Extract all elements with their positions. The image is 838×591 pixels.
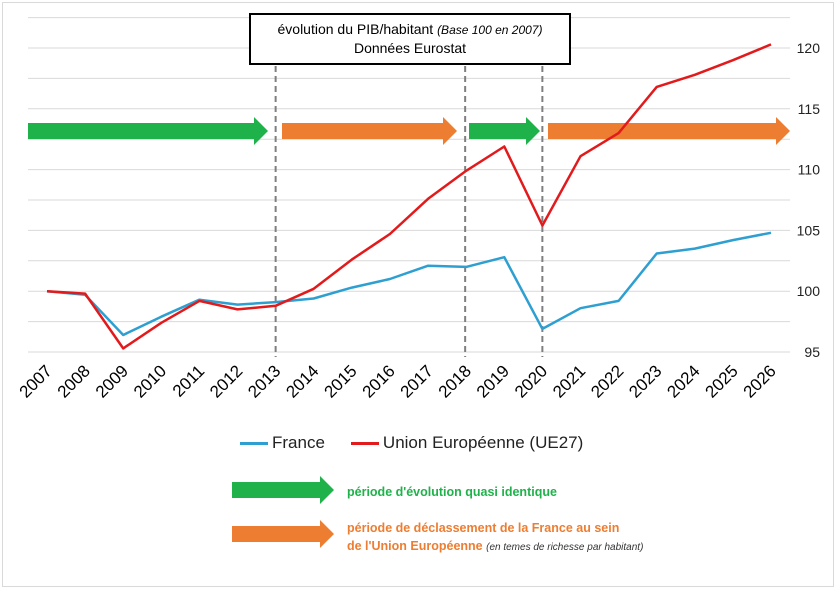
- x-tick-label: 2019: [473, 361, 513, 401]
- legend-orange-label: période de déclassement de la France au …: [347, 519, 643, 557]
- legend-label-france: France: [272, 433, 325, 452]
- series-lines: [46, 43, 772, 350]
- x-tick-label: 2021: [549, 361, 589, 401]
- series-line-ue: [46, 43, 772, 350]
- legend-arrow-green: [232, 476, 334, 504]
- legend-item-france: France: [240, 433, 325, 453]
- y-tick-labels: 95 100 105 110 115 120: [797, 40, 821, 360]
- x-tick-label: 2014: [282, 361, 322, 401]
- legend-swatch-france: [240, 441, 268, 445]
- legend-swatch-ue: [350, 441, 379, 445]
- chart-title-box: évolution du PIB/habitant (Base 100 en 2…: [249, 13, 571, 65]
- x-tick-label: 2018: [435, 361, 475, 401]
- period-arrows: [28, 117, 790, 145]
- y-tick-label: 100: [797, 283, 821, 299]
- x-tick-label: 2010: [130, 361, 170, 401]
- y-tick-label: 95: [804, 344, 820, 360]
- x-tick-label: 2020: [511, 361, 551, 401]
- period-arrow-2020-2026: [548, 117, 790, 145]
- x-tick-label: 2025: [702, 361, 742, 401]
- chart-source: Données Eurostat: [353, 40, 467, 56]
- title-main: évolution du PIB/habitant: [277, 21, 434, 37]
- legend-arrow-orange: [232, 520, 334, 548]
- legend-arrows: [232, 476, 334, 548]
- x-tick-label: 2008: [54, 361, 94, 401]
- period-arrow-2007-2013: [28, 117, 268, 145]
- legend-orange-line1: période de déclassement de la France au …: [347, 521, 620, 535]
- legend-orange-note: (en temes de richesse par habitant): [486, 542, 644, 553]
- x-tick-label: 2015: [320, 361, 360, 401]
- legend-label-ue: Union Européenne (UE27): [382, 433, 584, 452]
- x-tick-label: 2016: [359, 361, 399, 401]
- x-tick-label: 2013: [244, 361, 284, 401]
- y-tick-label: 105: [797, 222, 821, 238]
- chart-title: évolution du PIB/habitant (Base 100 en 2…: [251, 21, 569, 37]
- y-tick-label: 115: [798, 101, 821, 117]
- x-tick-labels: 2007200820092010201120122013201420152016…: [16, 361, 780, 401]
- y-tick-label: 110: [798, 162, 821, 178]
- x-tick-label: 2024: [663, 361, 703, 401]
- x-tick-label: 2009: [92, 361, 132, 401]
- y-tick-label: 120: [797, 40, 821, 56]
- x-tick-label: 2023: [625, 361, 665, 401]
- period-arrow-2018-2020: [469, 117, 540, 145]
- title-note: (Base 100 en 2007): [437, 23, 543, 37]
- grid-lines: [28, 17, 790, 353]
- period-markers: [274, 66, 544, 357]
- period-arrow-2013-2018: [282, 117, 457, 145]
- x-tick-label: 2022: [587, 361, 627, 401]
- x-tick-label: 2026: [740, 361, 780, 401]
- series-legend: France Union Européenne (UE27): [240, 433, 609, 453]
- x-tick-label: 2017: [397, 361, 437, 401]
- legend-item-ue: Union Européenne (UE27): [350, 433, 584, 453]
- x-tick-label: 2011: [169, 361, 208, 400]
- legend-green-label: période d'évolution quasi identique: [347, 485, 557, 499]
- series-line-france: [46, 231, 772, 337]
- x-tick-label: 2012: [206, 361, 246, 401]
- x-tick-label: 2007: [16, 361, 56, 401]
- legend-orange-line2: de l'Union Européenne: [347, 539, 483, 553]
